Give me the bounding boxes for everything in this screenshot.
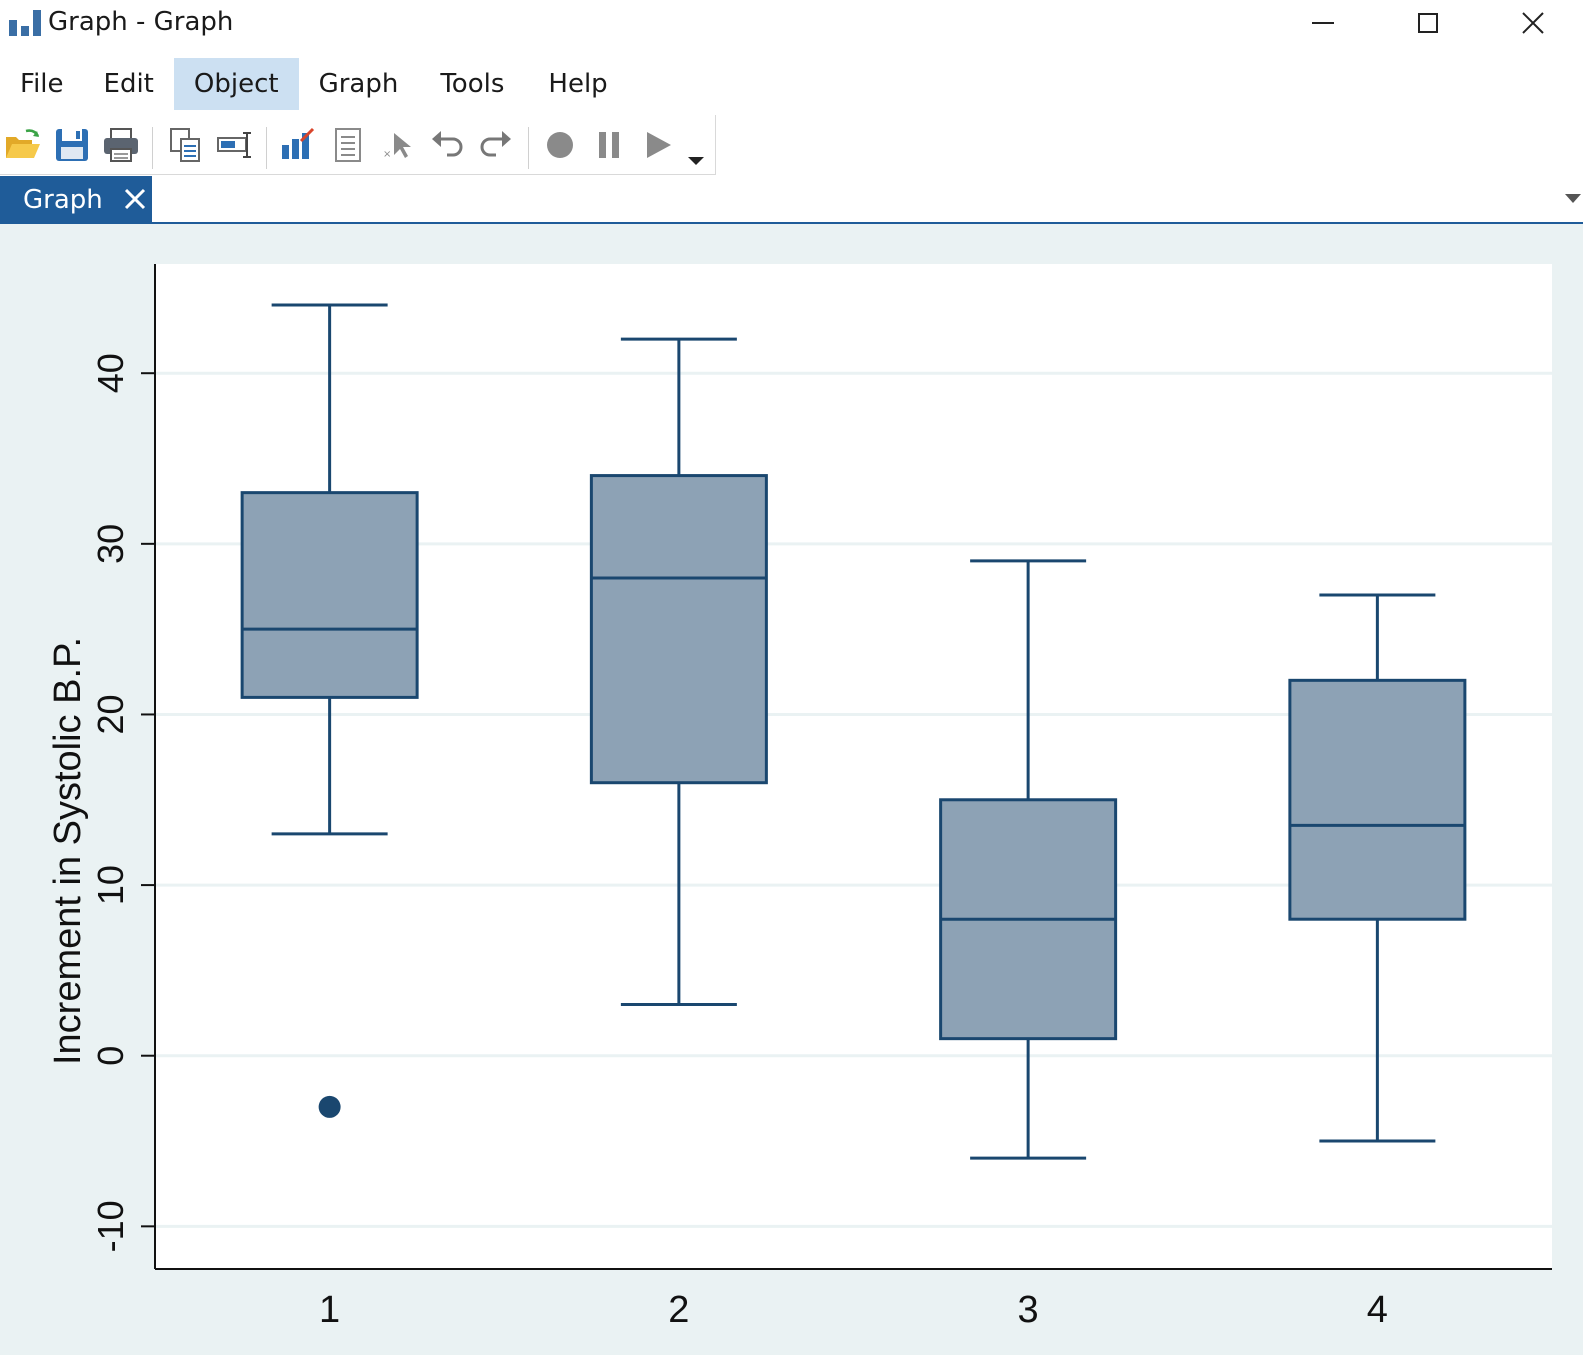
minimize-button[interactable] — [1283, 0, 1363, 46]
graph-editor-icon — [282, 127, 315, 159]
print-button[interactable] — [101, 125, 141, 165]
redo-icon — [480, 131, 511, 157]
box-plot-chart: -10 0 10 20 30 40 1 2 3 4 Increment in Systolic B… — [47, 264, 1552, 1331]
window-title: Graph - Graph — [48, 7, 234, 37]
print-icon — [104, 128, 138, 162]
undo-icon — [432, 131, 463, 157]
redo-button[interactable] — [476, 125, 516, 165]
y-tick-label: 20 — [90, 694, 131, 734]
close-icon — [1522, 12, 1544, 34]
copy-button[interactable] — [165, 125, 205, 165]
x-tick-label: 1 — [319, 1289, 340, 1331]
toolbar-dropdown-button[interactable] — [676, 135, 716, 175]
menu-tools[interactable]: Tools — [440, 69, 505, 99]
y-tick-label: -10 — [90, 1200, 131, 1252]
tab-list-dropdown-icon[interactable] — [1565, 194, 1581, 203]
menu-object[interactable]: Object — [173, 58, 299, 110]
properties-button[interactable] — [328, 125, 368, 165]
dropdown-icon — [688, 157, 704, 165]
save-button[interactable] — [52, 125, 92, 165]
y-axis-label: Increment in Systolic B.P. — [47, 637, 89, 1065]
open-icon — [6, 129, 40, 158]
close-button[interactable] — [1493, 0, 1573, 46]
close-icon[interactable] — [122, 184, 148, 214]
tab-label: Graph — [23, 185, 103, 215]
y-tick-label: 0 — [90, 1046, 131, 1066]
pointer-button[interactable]: × — [378, 125, 418, 165]
play-icon — [647, 132, 671, 158]
outlier-point — [318, 1095, 341, 1118]
pause-button[interactable] — [589, 125, 629, 165]
copy-icon — [170, 128, 200, 162]
box — [589, 474, 768, 785]
maximize-icon — [1418, 13, 1438, 33]
minimize-icon — [1312, 22, 1334, 24]
pause-icon — [599, 132, 619, 158]
rename-button[interactable] — [215, 125, 255, 165]
open-button[interactable] — [3, 125, 43, 165]
pointer-icon: × — [383, 133, 411, 160]
svg-text:×: × — [383, 149, 391, 160]
record-button[interactable] — [540, 125, 580, 165]
menu-help[interactable]: Help — [548, 69, 608, 99]
tab-strip: Graph — [0, 176, 1583, 224]
title-bar: Graph - Graph — [0, 0, 1583, 48]
x-tick-label: 2 — [668, 1289, 689, 1331]
graph-editor-button[interactable] — [278, 125, 318, 165]
menu-bar: File Edit Object Graph Tools Help — [0, 58, 630, 110]
menu-edit[interactable]: Edit — [103, 69, 154, 99]
save-icon — [56, 129, 88, 161]
y-tick-label: 30 — [90, 524, 131, 564]
box — [240, 491, 419, 699]
menu-graph[interactable]: Graph — [318, 69, 399, 99]
y-tick-label: 10 — [90, 865, 131, 905]
play-button[interactable] — [638, 125, 678, 165]
properties-icon — [335, 128, 361, 162]
x-tick-label: 4 — [1367, 1289, 1388, 1331]
tab-graph[interactable]: Graph — [0, 176, 152, 224]
record-icon — [547, 132, 573, 158]
y-tick-label: 40 — [90, 353, 131, 393]
undo-button[interactable] — [427, 125, 467, 165]
bar-chart-icon — [9, 10, 41, 36]
graph-canvas[interactable]: -10 0 10 20 30 40 1 2 3 4 Increment in Systolic B… — [0, 224, 1583, 1355]
rename-icon — [217, 132, 251, 158]
box — [1288, 678, 1467, 921]
x-tick-label: 3 — [1018, 1289, 1039, 1331]
maximize-button[interactable] — [1388, 0, 1468, 46]
menu-file[interactable]: File — [20, 69, 64, 99]
toolbar: × — [0, 115, 716, 175]
